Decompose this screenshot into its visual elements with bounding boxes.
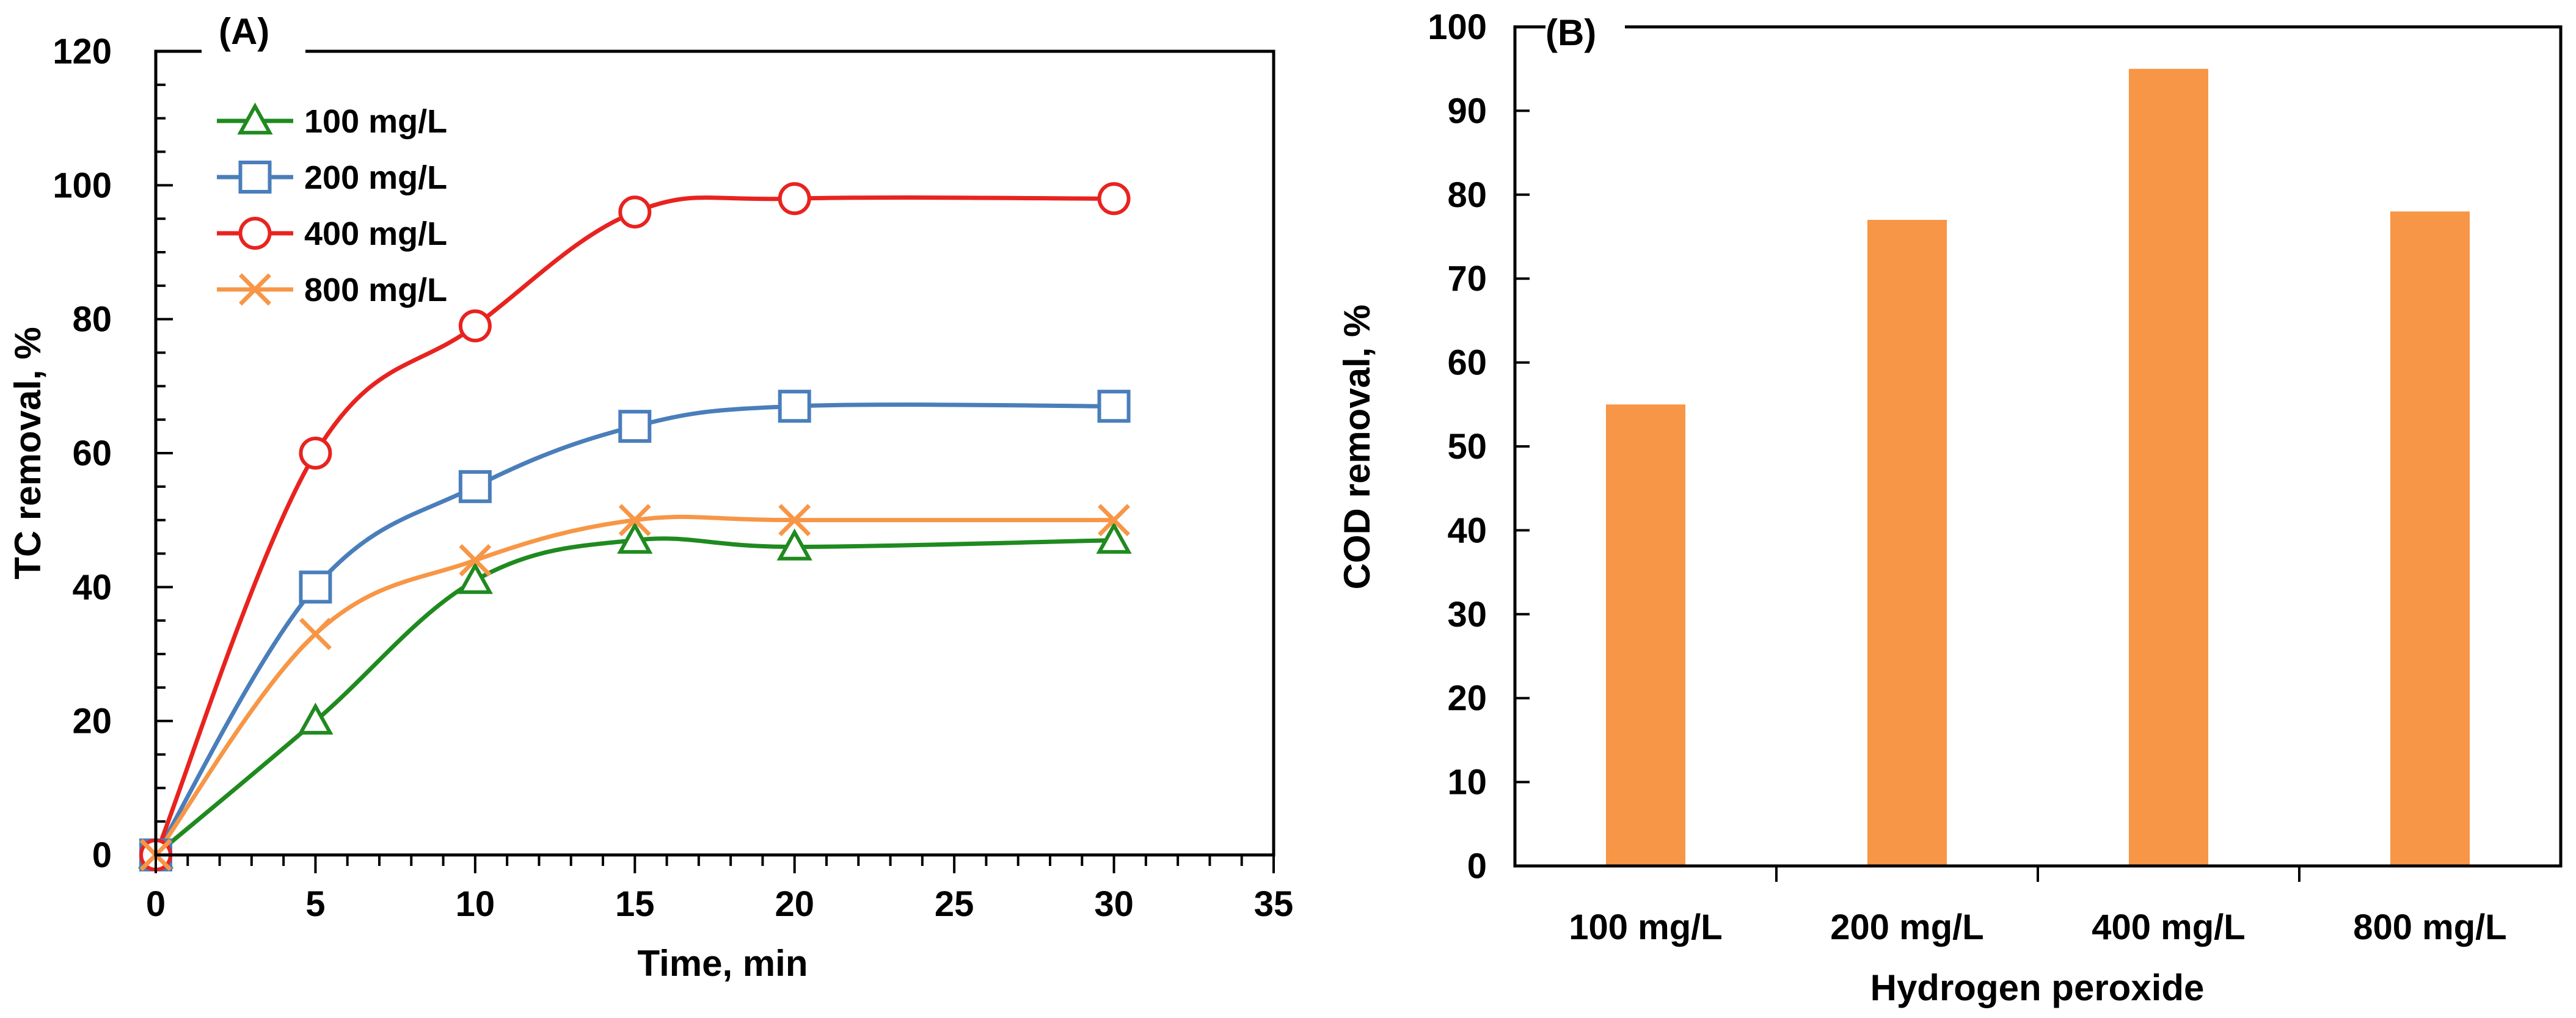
data-point <box>618 504 651 537</box>
series-line <box>153 402 1114 856</box>
legend-label: 100 mg/L <box>304 103 447 140</box>
data-point <box>459 544 492 576</box>
data-point <box>299 617 332 650</box>
y-tick-label: 80 <box>72 300 112 340</box>
data-point <box>776 528 812 561</box>
y-tick-label: 30 <box>1447 595 1487 634</box>
y-tick-label: 80 <box>1447 175 1487 215</box>
series-line <box>153 195 1114 856</box>
legend-item: 100 mg/L <box>217 102 447 140</box>
x-tick-label: 10 <box>456 884 495 924</box>
y-tick-label: 40 <box>72 567 112 607</box>
y-axis-label: TC removal, % <box>7 327 48 579</box>
y-tick-label: 70 <box>1447 259 1487 299</box>
x-tick-label: 400 mg/L <box>2092 907 2245 947</box>
y-tick-label: 90 <box>1447 91 1487 131</box>
data-point <box>457 562 493 594</box>
data-point <box>778 182 811 216</box>
data-point <box>1098 504 1131 537</box>
data-point <box>618 195 652 229</box>
panel-label: (A) <box>219 11 269 52</box>
x-tick-label: 100 mg/L <box>1569 907 1722 947</box>
legend-marker <box>239 273 271 306</box>
bar <box>1606 404 1685 866</box>
y-tick-label: 20 <box>1447 678 1487 718</box>
data-point <box>618 410 652 443</box>
x-tick-label: 30 <box>1094 884 1134 924</box>
y-tick-label: 60 <box>1447 343 1487 383</box>
y-axis-label: COD removal, % <box>1337 305 1377 590</box>
data-point <box>1097 182 1131 216</box>
legend-item: 400 mg/L <box>217 216 447 252</box>
panel-b: 0 10 20 30 40 50 60 70 80 90 100 100 mg/L 200 mg/L 40… <box>1337 7 2563 1008</box>
ticks: 0 10 20 30 40 50 60 70 80 90 100 100 mg/L 200 mg/L 40… <box>1428 7 2507 947</box>
legend-label: 400 mg/L <box>304 216 447 252</box>
data-point <box>458 309 492 343</box>
y-ticks: 0 20 40 60 80 100 120 <box>53 32 173 875</box>
legend-label: 800 mg/L <box>304 272 447 308</box>
y-tick-label: 120 <box>53 32 112 71</box>
data-point <box>778 390 811 423</box>
series-line <box>154 536 1114 857</box>
y-tick-label: 50 <box>1447 427 1487 467</box>
legend-item: 800 mg/L <box>217 272 447 308</box>
bar <box>2390 211 2470 866</box>
x-tick-label: 0 <box>146 884 166 924</box>
x-tick-label: 200 mg/L <box>1830 907 1983 947</box>
panel-a-label-background <box>195 6 305 55</box>
data-point <box>299 437 332 470</box>
y-tick-label: 10 <box>1447 763 1487 802</box>
bars <box>1606 68 2470 867</box>
legend-label: 200 mg/L <box>304 159 447 196</box>
x-axis-label: Hydrogen peroxide <box>1870 967 2205 1008</box>
bar <box>1867 220 1947 866</box>
legend-marker <box>238 217 272 250</box>
data-point <box>778 504 811 537</box>
legend-marker <box>238 161 272 194</box>
x-tick-label: 5 <box>305 884 325 924</box>
panel-a: 0 5 10 15 20 25 30 35 0 20 40 60 80 100 120 (A) Time,… <box>7 6 1293 984</box>
y-tick-label: 40 <box>1447 511 1487 550</box>
y-tick-label: 0 <box>92 835 112 875</box>
legend: 100 mg/L 200 mg/L 400 mg/L 800 mg/L <box>217 102 447 308</box>
data-point <box>297 702 334 735</box>
x-tick-label: 25 <box>935 884 974 924</box>
x-ticks: 0 5 10 15 20 25 30 35 <box>146 855 1293 924</box>
x-tick-label: 20 <box>775 884 814 924</box>
series-line <box>154 514 1114 857</box>
legend-marker <box>237 102 273 135</box>
x-tick-label: 800 mg/L <box>2353 907 2506 947</box>
series-lines <box>153 195 1114 857</box>
y-tick-label: 20 <box>72 702 112 741</box>
y-tick-label: 100 <box>1428 7 1487 47</box>
panel-label: (B) <box>1545 12 1596 53</box>
legend-item: 200 mg/L <box>217 159 447 196</box>
y-tick-label: 60 <box>72 434 112 473</box>
x-tick-label: 15 <box>615 884 655 924</box>
bar <box>2129 68 2208 867</box>
data-point <box>458 470 492 503</box>
x-tick-label: 35 <box>1254 884 1294 924</box>
data-point <box>299 570 332 604</box>
data-point <box>1096 522 1132 554</box>
data-point <box>1097 390 1131 423</box>
data-point <box>617 522 653 554</box>
series-markers <box>137 182 1132 871</box>
x-axis-label: Time, min <box>638 943 808 984</box>
y-tick-label: 0 <box>1467 846 1487 886</box>
y-tick-label: 100 <box>53 165 112 205</box>
